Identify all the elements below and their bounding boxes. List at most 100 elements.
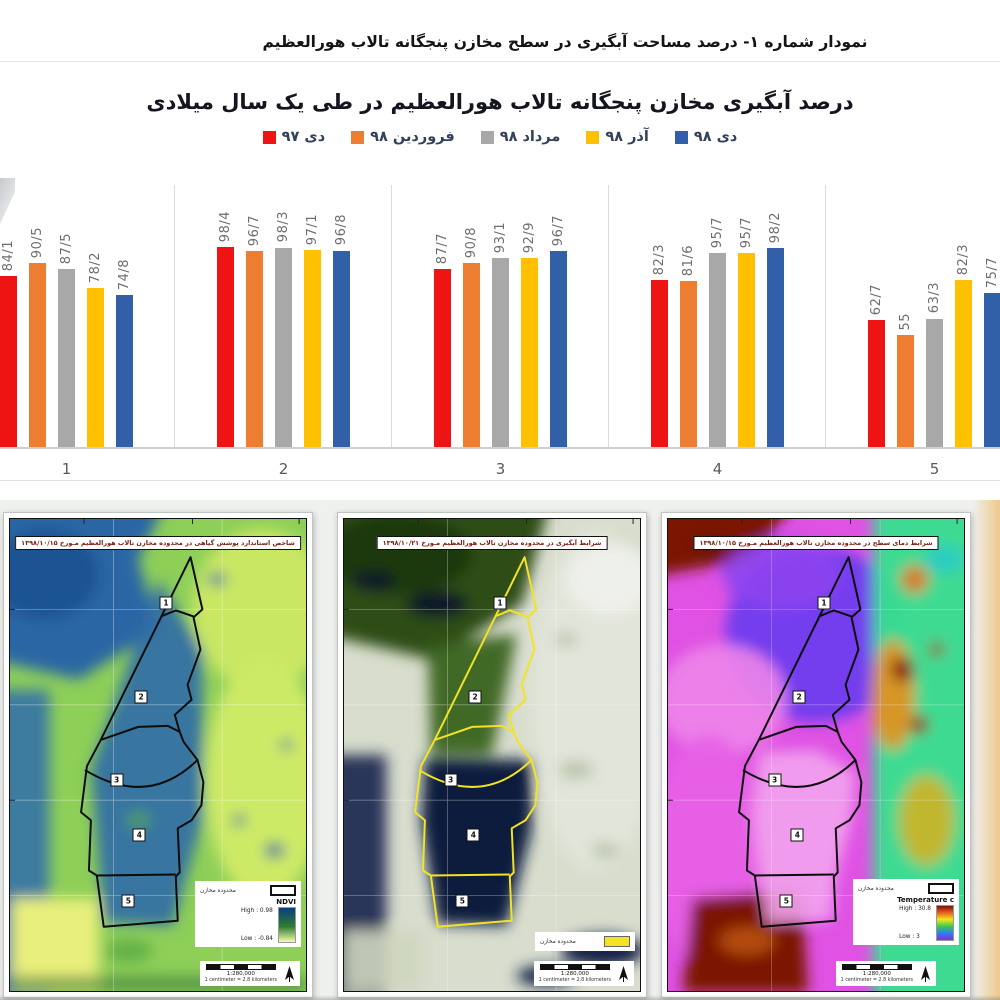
zone-badge-1: 1 <box>493 596 507 610</box>
bar-value-label: 62/7 <box>869 283 884 315</box>
bar-group-1: 84/1 90/5 87/5 78/2 74/8 <box>0 185 175 447</box>
bar-مرداد ۹۸-1 <box>57 269 75 447</box>
bar-دی ۹۷-2 <box>216 247 234 447</box>
bar-value-label: 93/1 <box>492 221 508 253</box>
zone-badge-2: 2 <box>134 690 148 704</box>
bar-مرداد ۹۸-2 <box>274 247 292 447</box>
bar-cell: 87/5 <box>57 185 75 447</box>
zone-badge-5: 5 <box>455 894 469 908</box>
zone-badge-2: 2 <box>792 690 806 704</box>
legend-item: فروردین ۹۸ <box>351 129 455 145</box>
bar-value-label: 95/7 <box>709 216 725 248</box>
bar-value-label: 98/2 <box>767 211 783 243</box>
temperature-color-ramp <box>936 905 954 941</box>
scale-bar <box>841 964 912 970</box>
bar-value-label: 87/7 <box>434 232 450 264</box>
bar-value-label: 82/3 <box>651 243 667 275</box>
scale-ratio: 1:280,000 <box>862 971 891 977</box>
scale-note: 1 centimeter = 2.8 kilometers <box>840 978 913 983</box>
bar-دی ۹۸-1 <box>115 295 133 447</box>
x-axis-label-2: 2 <box>278 460 289 478</box>
map-scale: 1:280,000 1 centimeter = 2.8 kilometers <box>835 961 936 986</box>
legend-item: مرداد ۹۸ <box>480 129 561 145</box>
bar-آذر ۹۸-2 <box>303 249 321 447</box>
bar-cell: 96/7 <box>549 185 567 447</box>
truecolor-raster <box>344 519 640 991</box>
ndvi-high-label: High : 0.98 <box>240 908 273 914</box>
bar-value-label: 81/6 <box>680 245 696 277</box>
zone-badge-3: 3 <box>110 773 124 787</box>
zone-badge-1: 1 <box>817 596 831 610</box>
scale-ratio: 1:280,000 <box>560 971 589 977</box>
bar-cell: 90/8 <box>462 185 480 447</box>
maps-band: شاخص استاندارد پوشش گیاهی در محدوده مخاز… <box>0 500 1000 1000</box>
bar-cell: 90/5 <box>28 185 46 447</box>
zone-badge-4: 4 <box>790 828 804 842</box>
report-header: نمودار شماره ۱- درصد مساحت آبگیری در سطح… <box>0 0 1000 62</box>
scale-note: 1 centimeter = 2.8 kilometers <box>538 978 611 983</box>
map-scale: 1:280,000 1 centimeter = 2.8 kilometers <box>533 961 634 986</box>
bar-cell: 75/7 <box>984 185 1000 447</box>
bar-cell: 96/7 <box>245 185 263 447</box>
bar-group-2: 98/4 96/7 98/3 97/1 96/8 <box>175 185 392 447</box>
bar-دی ۹۸-4 <box>766 247 784 447</box>
reservoir-boundary <box>738 556 863 928</box>
map-panel-truecolor: شرایط آبگیری در محدوده مخازن تالاب هورال… <box>337 512 647 998</box>
x-axis: 1 2 3 4 5 <box>0 451 1000 478</box>
chart-bottom-divider <box>0 480 1000 481</box>
page-title: نمودار شماره ۱- درصد مساحت آبگیری در سطح… <box>262 33 868 51</box>
legend-label: فروردین ۹۸ <box>370 129 455 145</box>
bar-دی ۹۷-4 <box>650 279 668 447</box>
boundary-swatch <box>270 885 296 896</box>
bar-value-label: 90/5 <box>29 227 45 259</box>
bar-cell: 63/3 <box>926 185 943 447</box>
bar-cell: 84/1 <box>0 185 17 447</box>
bar-آذر ۹۸-5 <box>955 279 972 447</box>
map-image-ndvi: شاخص استاندارد پوشش گیاهی در محدوده مخاز… <box>9 518 307 992</box>
bar-cell: 87/7 <box>433 185 451 447</box>
bar-فروردین ۹۸-2 <box>245 250 263 447</box>
zone-badge-5: 5 <box>121 894 135 908</box>
bar-فروردین ۹۸-4 <box>679 281 697 447</box>
bar-cell: 98/3 <box>274 185 292 447</box>
bar-value-label: 92/9 <box>521 222 537 254</box>
x-axis-label-5: 5 <box>929 460 940 478</box>
bar-value-label: 74/8 <box>116 259 132 291</box>
legend-label: آذر ۹۸ <box>605 129 649 145</box>
bar-cell: 55 <box>897 185 914 447</box>
bar-cell: 97/1 <box>303 185 321 447</box>
bar-value-label: 97/1 <box>304 213 320 245</box>
bar-cell: 82/3 <box>955 185 972 447</box>
x-axis-label-3: 3 <box>495 460 506 478</box>
bar-دی ۹۸-2 <box>332 250 350 447</box>
map-title-ndvi: شاخص استاندارد پوشش گیاهی در محدوده مخاز… <box>15 535 301 550</box>
bar-آذر ۹۸-1 <box>86 288 104 447</box>
legend-label: مرداد ۹۸ <box>499 129 561 145</box>
bar-group-5: 62/7 55 63/3 82/3 75/7 <box>826 185 1000 447</box>
bar-value-label: 90/8 <box>463 226 479 258</box>
bar-cell: 82/3 <box>650 185 668 447</box>
bar-value-label: 96/7 <box>246 214 262 246</box>
bar-cell: 93/1 <box>491 185 509 447</box>
bar-cell: 81/6 <box>679 185 697 447</box>
chart-plot-area: 84/1 90/5 87/5 78/2 74/8 98/4 96/7 98/3 97/1 96/8… <box>0 185 1000 449</box>
legend-item: دی ۹۷ <box>262 129 325 145</box>
zone-badge-1: 1 <box>159 596 173 610</box>
north-arrow-icon <box>619 965 628 982</box>
bar-دی ۹۸-5 <box>984 293 1000 447</box>
bar-cell: 74/8 <box>115 185 133 447</box>
legend-swatch <box>480 130 494 144</box>
bar-دی ۹۷-1 <box>0 276 17 447</box>
map-image-truecolor: شرایط آبگیری در محدوده مخازن تالاب هورال… <box>343 518 641 992</box>
chart-title: درصد آبگیری مخازن پنجگانه تالاب هورالعظی… <box>146 90 854 114</box>
boundary-label: محدوده مخازن <box>200 887 236 894</box>
bar-مرداد ۹۸-3 <box>491 258 509 447</box>
bar-value-label: 95/7 <box>738 216 754 248</box>
bar-دی ۹۷-5 <box>868 319 885 447</box>
ndvi-legend: محدوده مخازن NDVI High : 0.98 Low : -0.8… <box>195 881 301 947</box>
bar-value-label: 84/1 <box>0 240 16 272</box>
scale-ratio: 1:280,000 <box>226 971 255 977</box>
x-axis-label-1: 1 <box>61 460 72 478</box>
map-image-temperature: شرایط دمای سطح در محدوده مخازن تالاب هور… <box>667 518 965 992</box>
bar-value-label: 96/8 <box>333 214 349 246</box>
